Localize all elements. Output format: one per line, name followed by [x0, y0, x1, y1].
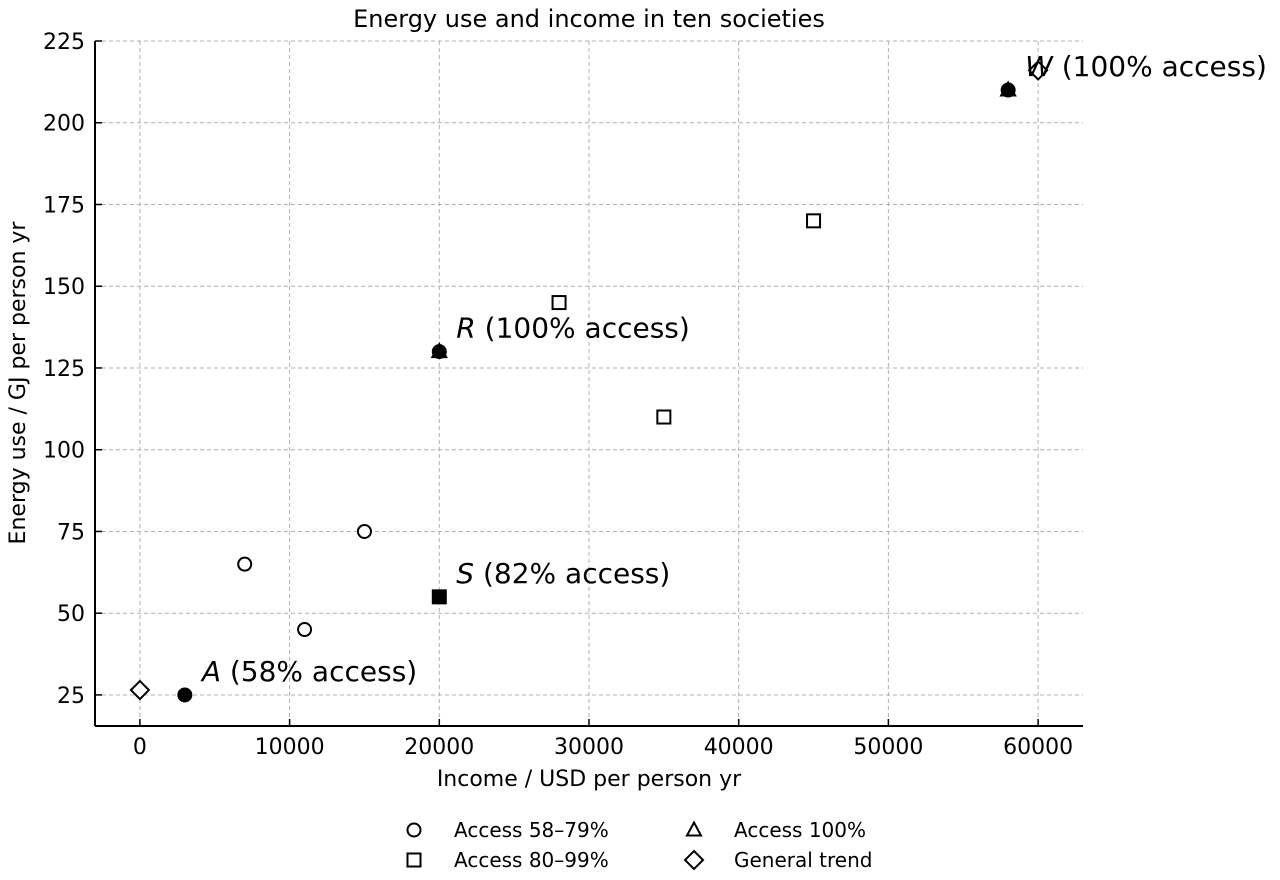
annotation-letter: W [1025, 50, 1054, 83]
x-tick-label: 10000 [255, 735, 325, 760]
legend-entry: Access 80–99% [406, 848, 609, 872]
legend: Access 58–79% Access 100% Access 80–99% Gen… [406, 818, 872, 872]
x-tick-label: 60000 [1003, 735, 1073, 760]
point-annotations: A (58% access) S (82% access) R (100% acce… [200, 50, 1267, 688]
x-axis-ticks: 0 10000 20000 30000 40000 50000 60000 [133, 719, 1073, 760]
data-point-diamond [129, 679, 151, 701]
annotation-a: A (58% access) [200, 655, 417, 688]
legend-entry: General trend [683, 848, 872, 872]
data-point-circle [177, 687, 193, 703]
grid-lines [95, 40, 1083, 726]
data-point-diamond [1027, 60, 1049, 81]
y-tick-label: 200 [43, 112, 85, 137]
data-point-square [656, 409, 672, 425]
y-tick-label: 150 [43, 275, 85, 300]
annotation-w: W (100% access) [1025, 50, 1267, 83]
x-axis-label: Income / USD per person yr [437, 767, 742, 792]
y-tick-label: 25 [57, 684, 85, 709]
annotation-r: R (100% access) [456, 312, 690, 345]
data-point-square [806, 213, 822, 229]
y-axis-ticks: 25 50 75 100 125 150 175 200 225 [43, 30, 102, 709]
data-points [129, 60, 1049, 703]
x-tick-label: 20000 [404, 735, 474, 760]
data-point-circle [237, 556, 253, 572]
legend-circle-marker [406, 822, 422, 838]
data-point-circle [356, 523, 372, 539]
data-point-square [551, 295, 567, 311]
legend-label: Access 100% [734, 818, 866, 842]
annotation-text: (100% access) [1053, 50, 1267, 83]
y-tick-label: 225 [43, 30, 85, 55]
legend-triangle-marker [685, 820, 703, 837]
x-tick-label: 50000 [853, 735, 923, 760]
y-tick-label: 100 [43, 439, 85, 464]
y-axis-label: Energy use / GJ per person yr [6, 221, 31, 545]
legend-entry: Access 100% [685, 818, 866, 842]
annotation-letter: S [456, 557, 474, 590]
annotation-text: (100% access) [476, 312, 690, 345]
chart-title: Energy use and income in ten societies [353, 5, 825, 33]
y-tick-label: 75 [57, 520, 85, 545]
y-tick-label: 125 [43, 357, 85, 382]
data-point-circle [297, 622, 313, 638]
annotation-letter: R [456, 312, 475, 345]
x-tick-label: 30000 [554, 735, 624, 760]
annotation-letter: A [200, 655, 221, 688]
legend-label: Access 80–99% [454, 848, 609, 872]
data-point-square [431, 589, 447, 605]
legend-label: General trend [734, 848, 872, 872]
annotation-s: S (82% access) [456, 557, 670, 590]
x-tick-label: 40000 [704, 735, 774, 760]
legend-square-marker [406, 852, 422, 868]
data-point-circle [1000, 82, 1016, 98]
legend-diamond-marker [683, 849, 705, 871]
x-tick-label: 0 [133, 735, 147, 760]
legend-label: Access 58–79% [454, 818, 609, 842]
annotation-text: (58% access) [221, 655, 417, 688]
data-point-circle [431, 344, 447, 360]
y-tick-label: 175 [43, 193, 85, 218]
annotation-text: (82% access) [474, 557, 670, 590]
y-tick-label: 50 [57, 602, 85, 627]
legend-entry: Access 58–79% [406, 818, 609, 842]
